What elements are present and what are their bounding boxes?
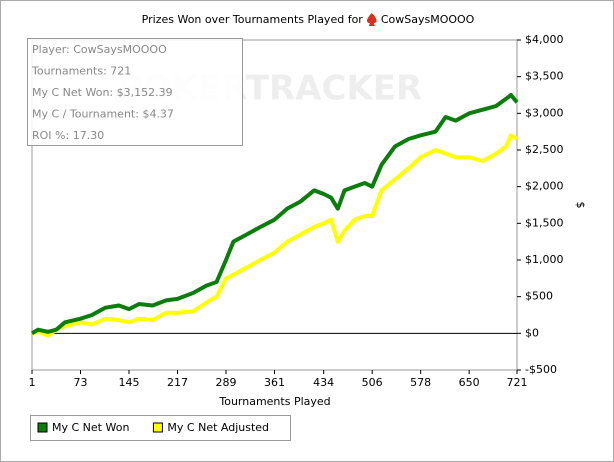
player-name: CowSaysMOOOO bbox=[381, 13, 475, 26]
info-line: My C Net Won: $3,152.39 bbox=[32, 86, 173, 99]
info-box: Player: CowSaysMOOOO Tournaments: 721 My C… bbox=[27, 38, 243, 146]
y-tick-label: $4,000 bbox=[525, 33, 564, 46]
y-tick-label: $2,500 bbox=[525, 143, 564, 156]
y-tick-label: -$500 bbox=[525, 363, 557, 376]
x-tick-label: 145 bbox=[119, 376, 140, 389]
series-line bbox=[30, 93, 519, 336]
info-line: Player: CowSaysMOOOO bbox=[32, 43, 167, 56]
x-tick-label: 1 bbox=[29, 376, 36, 389]
y-tick-label: $3,500 bbox=[525, 70, 564, 83]
title-group: Prizes Won over Tournaments Played for C… bbox=[142, 13, 475, 26]
y-tick-label: $500 bbox=[525, 290, 553, 303]
info-line: My C / Tournament: $4.37 bbox=[32, 108, 174, 121]
x-tick-label: 73 bbox=[74, 376, 88, 389]
series-line bbox=[31, 133, 519, 338]
info-line: ROI %: 17.30 bbox=[32, 129, 104, 142]
legend-swatch bbox=[152, 422, 163, 433]
legend-swatch bbox=[37, 422, 48, 433]
y-tick-label: $1,000 bbox=[525, 253, 564, 266]
x-tick-label: 217 bbox=[167, 376, 188, 389]
x-tick-label: 289 bbox=[216, 376, 237, 389]
x-axis-label: Tournaments Played bbox=[218, 395, 330, 408]
legend-label: My C Net Adjusted bbox=[167, 421, 269, 434]
y-tick-label: $1,500 bbox=[525, 216, 564, 229]
y-tick-label: $3,000 bbox=[525, 106, 564, 119]
x-tick-label: 361 bbox=[264, 376, 285, 389]
x-tick-label: 506 bbox=[362, 376, 383, 389]
x-tick-label: 650 bbox=[459, 376, 480, 389]
info-panel bbox=[27, 38, 243, 146]
y-tick-label: $2,000 bbox=[525, 180, 564, 193]
x-tick-label: 721 bbox=[507, 376, 528, 389]
y-tick-label: $0 bbox=[525, 326, 539, 339]
legend-box bbox=[30, 415, 291, 441]
chart-title: Prizes Won over Tournaments Played for bbox=[142, 13, 364, 26]
legend: My C Net Won My C Net Adjusted bbox=[30, 415, 291, 441]
x-tick-label: 434 bbox=[313, 376, 334, 389]
legend-label: My C Net Won bbox=[52, 421, 129, 434]
spade-icon bbox=[367, 13, 377, 26]
info-line: Tournaments: 721 bbox=[31, 65, 131, 78]
x-tick-label: 578 bbox=[410, 376, 431, 389]
plot bbox=[30, 93, 519, 338]
y-axis-label: $ bbox=[574, 202, 587, 209]
